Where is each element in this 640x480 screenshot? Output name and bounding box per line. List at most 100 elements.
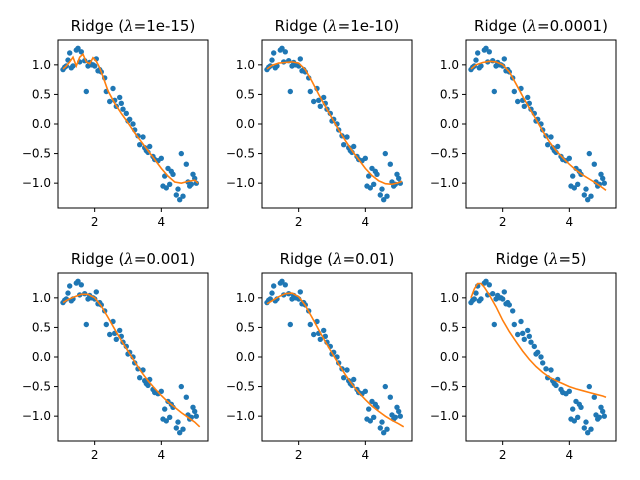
data-point — [269, 57, 275, 63]
y-tick-label: 1.0 — [32, 291, 51, 305]
ridge-fit-line — [470, 60, 607, 191]
data-point — [177, 197, 183, 203]
data-point — [501, 289, 507, 295]
data-point — [510, 308, 516, 314]
data-point — [321, 327, 327, 334]
data-point — [269, 290, 275, 296]
y-tick-label: 0.5 — [440, 87, 459, 101]
subplot-5: Ridge (λ=0.01) 2 4 1.0 0.5 0.0 −0.5 −1.0 — [226, 250, 413, 462]
data-point — [511, 88, 517, 95]
data-point — [170, 171, 176, 177]
title-prefix: Ridge ( — [280, 250, 333, 268]
data-point — [297, 56, 303, 62]
data-point — [581, 425, 587, 431]
data-point — [282, 49, 288, 55]
sample-points — [264, 45, 403, 203]
x-tick-label: 2 — [91, 215, 99, 229]
data-point — [591, 161, 597, 167]
y-tick-label: −1.0 — [22, 176, 51, 190]
data-point — [585, 430, 591, 436]
data-point — [392, 414, 398, 420]
data-point — [397, 413, 403, 419]
data-point — [571, 185, 577, 191]
y-tick-label: 0.0 — [440, 350, 459, 364]
data-point — [78, 49, 85, 55]
subplot-6: Ridge (λ=5) 2 4 1.0 0.5 0.0 −0.5 −1.0 — [430, 250, 617, 462]
data-point — [188, 181, 194, 187]
data-point — [384, 426, 390, 432]
data-point — [287, 321, 293, 328]
data-point — [483, 45, 489, 51]
title-value: =1e-10) — [338, 17, 400, 35]
title-prefix: Ridge ( — [71, 250, 124, 268]
data-point — [540, 360, 546, 366]
data-point — [321, 94, 327, 101]
data-point — [190, 404, 196, 410]
data-point — [362, 155, 368, 161]
data-point — [543, 366, 549, 372]
y-tick-label: −0.5 — [22, 147, 51, 161]
data-point — [367, 185, 373, 191]
data-point — [103, 321, 110, 328]
y-tick-label: −0.5 — [430, 380, 459, 394]
data-point — [158, 155, 164, 161]
data-point — [528, 339, 534, 345]
data-point — [287, 88, 293, 95]
data-point — [163, 185, 169, 191]
data-point — [307, 88, 313, 95]
data-point — [67, 50, 73, 56]
data-point — [581, 192, 587, 198]
y-tick-label: 0.0 — [236, 350, 255, 364]
data-point — [394, 404, 400, 410]
data-point — [311, 331, 317, 338]
y-tick-label: −1.0 — [430, 409, 459, 423]
data-point — [341, 142, 347, 148]
data-point — [382, 383, 388, 390]
data-point — [362, 388, 368, 394]
data-point — [371, 181, 377, 187]
data-point — [367, 418, 373, 424]
data-point — [535, 349, 541, 355]
data-point — [377, 192, 383, 198]
x-tick-label: 2 — [91, 448, 99, 462]
data-point — [349, 149, 355, 156]
lambda-symbol: λ — [332, 250, 343, 268]
data-point — [173, 425, 179, 431]
data-point — [486, 282, 492, 288]
data-point — [180, 193, 186, 199]
data-point — [170, 404, 176, 410]
data-point — [575, 181, 581, 187]
data-point — [183, 394, 189, 400]
subplot-title: Ridge (λ=1e-10) — [275, 17, 400, 35]
lambda-symbol: λ — [327, 17, 338, 35]
data-point — [500, 296, 506, 302]
subplot-title: Ridge (λ=1e-15) — [71, 17, 196, 35]
data-point — [65, 290, 71, 296]
y-tick-label: −0.5 — [430, 147, 459, 161]
y-tick-label: −1.0 — [430, 176, 459, 190]
data-point — [570, 406, 576, 412]
y-tick-label: −1.0 — [22, 409, 51, 423]
data-point — [167, 181, 173, 187]
data-point — [145, 149, 151, 156]
data-point — [538, 354, 544, 360]
title-value: =0.0001) — [537, 17, 608, 35]
data-point — [483, 278, 489, 284]
y-tick-label: −0.5 — [226, 147, 255, 161]
x-tick-label: 2 — [499, 215, 507, 229]
data-point — [175, 186, 181, 192]
data-point — [379, 186, 385, 192]
x-tick-label: 4 — [566, 448, 574, 462]
data-point — [120, 106, 126, 112]
y-tick-label: −1.0 — [226, 409, 255, 423]
data-point — [571, 418, 577, 424]
data-point — [178, 383, 184, 390]
ridge-fit-line — [470, 282, 607, 398]
data-point — [92, 63, 98, 69]
subplot-3: Ridge (λ=0.0001) 2 4 1.0 0.5 0.0 −0.5 −1.0 — [430, 17, 617, 229]
data-point — [67, 283, 73, 289]
data-point — [83, 88, 90, 95]
y-tick-label: 1.0 — [32, 58, 51, 72]
data-point — [163, 418, 169, 424]
data-point — [548, 134, 554, 140]
